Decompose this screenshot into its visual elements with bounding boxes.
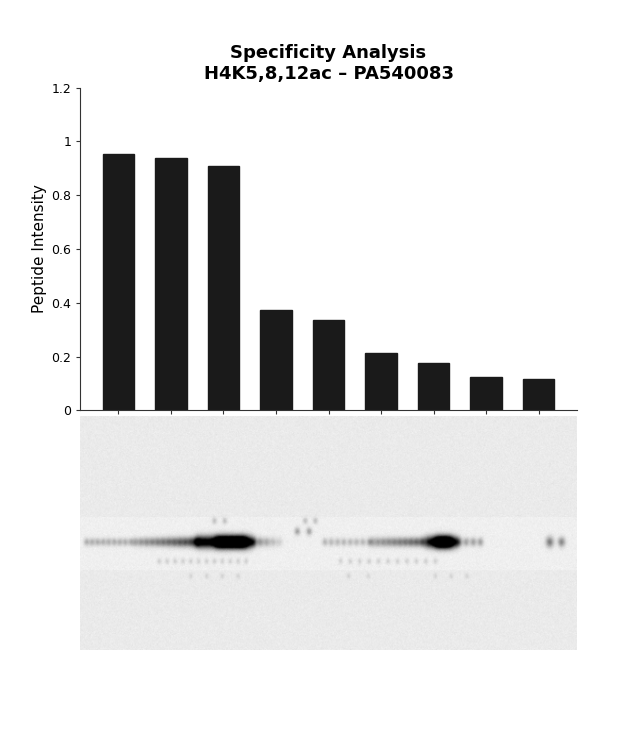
Bar: [523, 380, 554, 410]
Bar: [313, 320, 344, 410]
Bar: [470, 377, 502, 410]
Title: Specificity Analysis
H4K5,8,12ac – PA540083: Specificity Analysis H4K5,8,12ac – PA540…: [203, 45, 454, 83]
X-axis label: Modification: Modification: [282, 562, 375, 577]
Bar: [208, 166, 239, 410]
Y-axis label: Peptide Intensity: Peptide Intensity: [32, 185, 47, 313]
Bar: [260, 310, 292, 410]
Bar: [365, 353, 397, 410]
Bar: [103, 153, 134, 410]
Bar: [418, 363, 449, 410]
Bar: [155, 158, 187, 410]
